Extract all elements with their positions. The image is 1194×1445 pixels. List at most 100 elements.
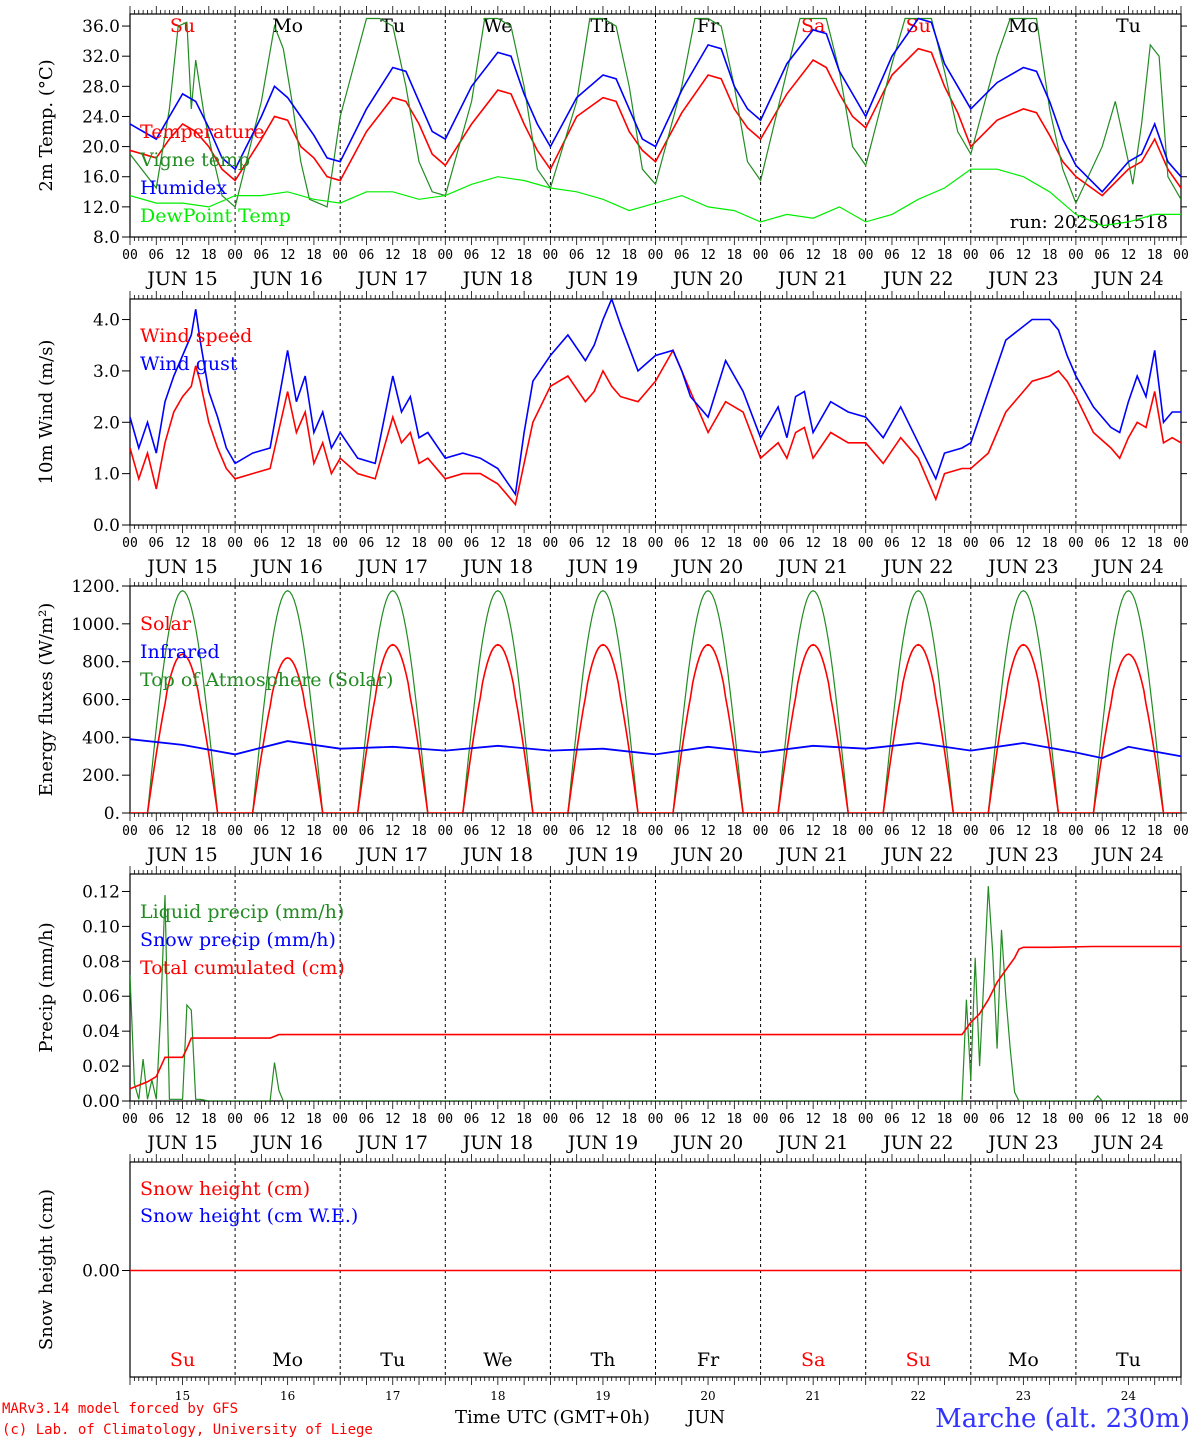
x-hour-label: 06 bbox=[359, 536, 375, 551]
x-hour-label: 18 bbox=[726, 536, 742, 551]
x-hour-label: 18 bbox=[516, 1112, 532, 1127]
y-axis-title: Snow height (cm) bbox=[36, 1189, 57, 1350]
y-tick-label: 0.10 bbox=[82, 917, 120, 937]
x-date-label: JUN 24 bbox=[1091, 1132, 1163, 1154]
x-date-label: JUN 19 bbox=[566, 1132, 638, 1154]
day-number-label: 24 bbox=[1121, 1389, 1137, 1403]
x-hour-label: 06 bbox=[779, 1112, 795, 1127]
panel-3: 0. 200. 400. 600. 800. 1000. 1200. Energy fluxe… bbox=[36, 577, 1189, 866]
x-hour-label: 18 bbox=[306, 824, 322, 839]
x-hour-label: 00 bbox=[648, 536, 664, 551]
x-hour-label: 12 bbox=[700, 248, 716, 263]
y-tick-label: 24.0 bbox=[82, 107, 120, 127]
x-date-label: JUN 21 bbox=[776, 1132, 848, 1154]
x-hour-label: 18 bbox=[1147, 536, 1163, 551]
x-hour-label: 12 bbox=[1016, 248, 1032, 263]
x-hour-label: 06 bbox=[779, 536, 795, 551]
x-hour-label: 06 bbox=[148, 1112, 164, 1127]
x-date-label: JUN 24 bbox=[1091, 556, 1163, 578]
x-hour-label: 06 bbox=[674, 248, 690, 263]
x-date-label: JUN 22 bbox=[881, 844, 953, 866]
x-hour-label: 06 bbox=[569, 248, 585, 263]
x-hour-label: 00 bbox=[227, 536, 243, 551]
x-hour-label: 18 bbox=[1147, 248, 1163, 263]
x-date-label: JUN 20 bbox=[671, 1132, 743, 1154]
x-hour-label: 06 bbox=[674, 824, 690, 839]
x-hour-label: 12 bbox=[1016, 1112, 1032, 1127]
y-tick-label: 28.0 bbox=[82, 77, 120, 97]
x-date-label: JUN 16 bbox=[250, 268, 322, 290]
x-hour-label: 00 bbox=[753, 824, 769, 839]
x-hour-label: 06 bbox=[464, 824, 480, 839]
x-hour-label: 06 bbox=[359, 1112, 375, 1127]
x-hour-label: 06 bbox=[464, 1112, 480, 1127]
x-hour-label: 12 bbox=[385, 1112, 401, 1127]
x-hour-label: 06 bbox=[359, 824, 375, 839]
x-hour-label: 00 bbox=[858, 536, 874, 551]
x-hour-label: 18 bbox=[621, 536, 637, 551]
x-hour-label: 06 bbox=[989, 1112, 1005, 1127]
x-date-label: JUN 17 bbox=[356, 268, 428, 290]
x-hour-label: 06 bbox=[254, 536, 270, 551]
x-hour-label: 18 bbox=[621, 1112, 637, 1127]
x-hour-label: 00 bbox=[648, 248, 664, 263]
x-hour-label: 12 bbox=[595, 824, 611, 839]
day-name-label: We bbox=[483, 15, 512, 37]
y-tick-label: 2.0 bbox=[93, 413, 120, 433]
x-hour-label: 12 bbox=[910, 1112, 926, 1127]
series-line bbox=[130, 17, 1181, 208]
x-hour-label: 00 bbox=[1173, 536, 1189, 551]
day-number-label: 23 bbox=[1016, 1389, 1031, 1403]
x-hour-label: 18 bbox=[937, 824, 953, 839]
x-date-label: JUN 16 bbox=[250, 844, 322, 866]
series-line-solar bbox=[130, 643, 1181, 813]
series-line bbox=[130, 945, 1181, 1090]
x-hour-label: 12 bbox=[805, 248, 821, 263]
y-tick-label: 200. bbox=[82, 766, 120, 786]
legend-label: Infrared bbox=[140, 641, 220, 663]
x-date-label: JUN 20 bbox=[671, 844, 743, 866]
x-hour-label: 00 bbox=[227, 248, 243, 263]
y-axis-title: Precip (mm/h) bbox=[36, 922, 57, 1052]
x-hour-label: 18 bbox=[1042, 824, 1058, 839]
x-hour-label: 00 bbox=[122, 1112, 138, 1127]
series-line-infrared bbox=[130, 738, 1181, 760]
x-hour-label: 12 bbox=[385, 824, 401, 839]
x-hour-label: 18 bbox=[726, 1112, 742, 1127]
x-hour-label: 00 bbox=[332, 248, 348, 263]
x-hour-label: 00 bbox=[122, 824, 138, 839]
credit-line-1: MARv3.14 model forced by GFS bbox=[2, 1401, 238, 1417]
day-name-label: Mo bbox=[1008, 1349, 1039, 1371]
x-hour-label: 12 bbox=[280, 536, 296, 551]
day-name-label: Su bbox=[906, 1349, 931, 1371]
x-hour-label: 18 bbox=[621, 248, 637, 263]
series-group bbox=[130, 590, 1181, 813]
day-name-label: Tu bbox=[1116, 15, 1141, 37]
y-tick-label: 400. bbox=[82, 728, 120, 748]
day-name-label: Fr bbox=[697, 15, 720, 37]
x-date-label: JUN 23 bbox=[986, 1132, 1058, 1154]
x-hour-label: 06 bbox=[884, 536, 900, 551]
x-hour-label: 12 bbox=[175, 1112, 191, 1127]
x-hour-label: 12 bbox=[595, 248, 611, 263]
x-hour-label: 12 bbox=[1121, 824, 1137, 839]
x-hour-label: 06 bbox=[989, 824, 1005, 839]
day-name-label: We bbox=[483, 1349, 512, 1371]
day-name-label: Mo bbox=[272, 15, 303, 37]
x-hour-label: 06 bbox=[148, 536, 164, 551]
x-hour-label: 00 bbox=[963, 536, 979, 551]
x-hour-label: 18 bbox=[937, 248, 953, 263]
x-hour-label: 00 bbox=[963, 1112, 979, 1127]
x-hour-label: 18 bbox=[1042, 1112, 1058, 1127]
x-hour-label: 12 bbox=[910, 824, 926, 839]
x-hour-label: 18 bbox=[516, 248, 532, 263]
x-date-label: JUN 18 bbox=[461, 1132, 533, 1154]
x-date-label: JUN 15 bbox=[145, 556, 217, 578]
day-number-label: 18 bbox=[490, 1389, 505, 1403]
series-group bbox=[130, 299, 1181, 507]
y-tick-label: 16.0 bbox=[82, 168, 120, 188]
series-group bbox=[130, 886, 1181, 1101]
x-hour-label: 00 bbox=[753, 1112, 769, 1127]
x-hour-label: 06 bbox=[569, 1112, 585, 1127]
